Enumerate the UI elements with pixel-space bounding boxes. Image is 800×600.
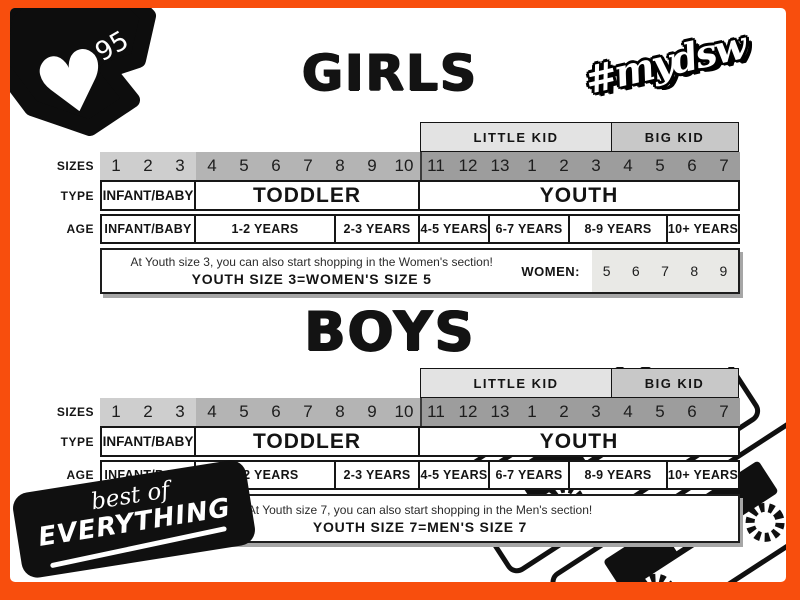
type-row-label: TYPE (60, 434, 94, 449)
girls-size-table: LITTLE KID BIG KID SIZES 1 2 3 4 5 6 7 8… (57, 122, 740, 294)
size-cell: 2 (548, 398, 580, 426)
boys-age-row: AGE INFANT/BABY 1-2 YEARS 2-3 YEARS 4-5 … (66, 460, 740, 490)
age-cell: 6-7 YEARS (488, 460, 570, 490)
boys-note-line1: At Youth size 7, you can also start shop… (247, 502, 593, 517)
women-size-cell: 8 (690, 263, 699, 279)
badge-blob (10, 8, 156, 136)
boys-note-text: At Youth size 7, you can also start shop… (102, 496, 738, 541)
size-cell: 4 (196, 152, 228, 180)
girls-note-line1: At Youth size 3, you can also start shop… (130, 255, 493, 269)
size-cell: 4 (612, 398, 644, 426)
little-kid-header: LITTLE KID (420, 368, 612, 398)
age-cell: 2-3 YEARS (334, 214, 420, 244)
boys-size-table: LITTLE KID BIG KID SIZES 1 2 3 4 5 6 7 8… (57, 368, 740, 543)
size-cell: 2 (132, 152, 164, 180)
age-cell: 4-5 YEARS (418, 460, 490, 490)
size-cell: 13 (484, 152, 516, 180)
boys-sizes-row: SIZES 1 2 3 4 5 6 7 8 9 10 11 12 13 1 2 … (57, 398, 740, 426)
women-sizes-box: 5 6 7 8 9 (592, 250, 738, 292)
age-cell: 10+ YEARS (666, 214, 740, 244)
size-cell: 6 (676, 398, 708, 426)
type-cell-youth: YOUTH (418, 180, 740, 211)
women-size-cell: 6 (631, 263, 640, 279)
girls-type-row: TYPE INFANT/BABY TODDLER YOUTH (61, 180, 740, 211)
age-cell: 8-9 YEARS (568, 460, 668, 490)
size-cell: 5 (228, 152, 260, 180)
size-cell: 3 (580, 398, 612, 426)
type-cell-toddler: TODDLER (194, 180, 420, 211)
size-cell: 6 (260, 152, 292, 180)
age-row-label: AGE (66, 222, 94, 236)
size-cell: 8 (324, 398, 356, 426)
size-cell: 5 (644, 398, 676, 426)
size-cell: 10 (388, 398, 420, 426)
size-cell: 9 (356, 398, 388, 426)
age-cell: 8-9 YEARS (568, 214, 668, 244)
size-cell: 1 (100, 398, 132, 426)
girls-sizes-row: SIZES 1 2 3 4 5 6 7 8 9 10 11 12 13 1 2 … (57, 152, 740, 180)
age-cell: 4-5 YEARS (418, 214, 490, 244)
girls-note-text: At Youth size 3, you can also start shop… (102, 250, 521, 292)
size-cell: 3 (164, 398, 196, 426)
size-cell: 5 (228, 398, 260, 426)
boys-section-title: BOYS (304, 300, 476, 363)
boys-note-line2: YOUTH SIZE 7=MEN'S SIZE 7 (312, 518, 528, 535)
girls-section-title: GIRLS (301, 44, 478, 102)
type-cell-toddler: TODDLER (194, 426, 420, 457)
size-cell: 13 (484, 398, 516, 426)
size-cell: 12 (452, 152, 484, 180)
sizes-row-label: SIZES (56, 159, 94, 173)
size-cell: 4 (612, 152, 644, 180)
age-cell: INFANT/BABY (100, 214, 196, 244)
size-cell: 12 (452, 398, 484, 426)
size-cell: 2 (132, 398, 164, 426)
age-cell: 6-7 YEARS (488, 214, 570, 244)
size-cell: 1 (516, 398, 548, 426)
little-kid-header: LITTLE KID (420, 122, 612, 152)
size-cell: 4 (196, 398, 228, 426)
size-cell: 5 (644, 152, 676, 180)
content-area: ♥ 95 GIRLS #mydsw BOYS LITTLE KID BIG KI… (10, 8, 786, 582)
size-cell: 10 (388, 152, 420, 180)
size-cell: 6 (676, 152, 708, 180)
sizes-row-label: SIZES (56, 405, 94, 419)
type-cell-infant: INFANT/BABY (100, 426, 196, 457)
size-cell: 8 (324, 152, 356, 180)
girls-kid-group-header: LITTLE KID BIG KID (420, 122, 740, 152)
likes-badge-sticker: ♥ 95 (10, 8, 156, 139)
size-cell: 2 (548, 152, 580, 180)
size-cell: 9 (356, 152, 388, 180)
girls-note-box: At Youth size 3, you can also start shop… (100, 248, 740, 294)
women-size-cell: 7 (661, 263, 669, 279)
big-kid-header: BIG KID (610, 368, 739, 398)
type-cell-youth: YOUTH (418, 426, 740, 457)
boys-kid-group-header: LITTLE KID BIG KID (420, 368, 740, 398)
age-row-label: AGE (66, 468, 94, 482)
age-cell: 1-2 YEARS (194, 214, 336, 244)
boys-type-row: TYPE INFANT/BABY TODDLER YOUTH (61, 426, 740, 457)
age-cell: 10+ YEARS (666, 460, 740, 490)
type-row-label: TYPE (60, 188, 94, 203)
big-kid-header: BIG KID (610, 122, 739, 152)
girls-note-line2: YOUTH SIZE 3=WOMEN'S SIZE 5 (191, 271, 432, 287)
age-cell: 2-3 YEARS (334, 460, 420, 490)
size-cell: 7 (708, 398, 740, 426)
size-cell: 6 (260, 398, 292, 426)
women-size-cell: 5 (602, 263, 611, 279)
size-cell: 7 (292, 152, 324, 180)
size-cell: 11 (420, 152, 452, 180)
size-cell: 11 (420, 398, 452, 426)
girls-age-row: AGE INFANT/BABY 1-2 YEARS 2-3 YEARS 4-5 … (66, 214, 740, 244)
size-cell: 3 (580, 152, 612, 180)
women-size-cell: 9 (719, 263, 728, 279)
size-cell: 1 (516, 152, 548, 180)
size-cell: 7 (708, 152, 740, 180)
size-cell: 3 (164, 152, 196, 180)
women-sizes-label: WOMEN: (521, 263, 580, 279)
size-cell: 7 (292, 398, 324, 426)
size-cell: 1 (100, 152, 132, 180)
type-cell-infant: INFANT/BABY (100, 180, 196, 211)
